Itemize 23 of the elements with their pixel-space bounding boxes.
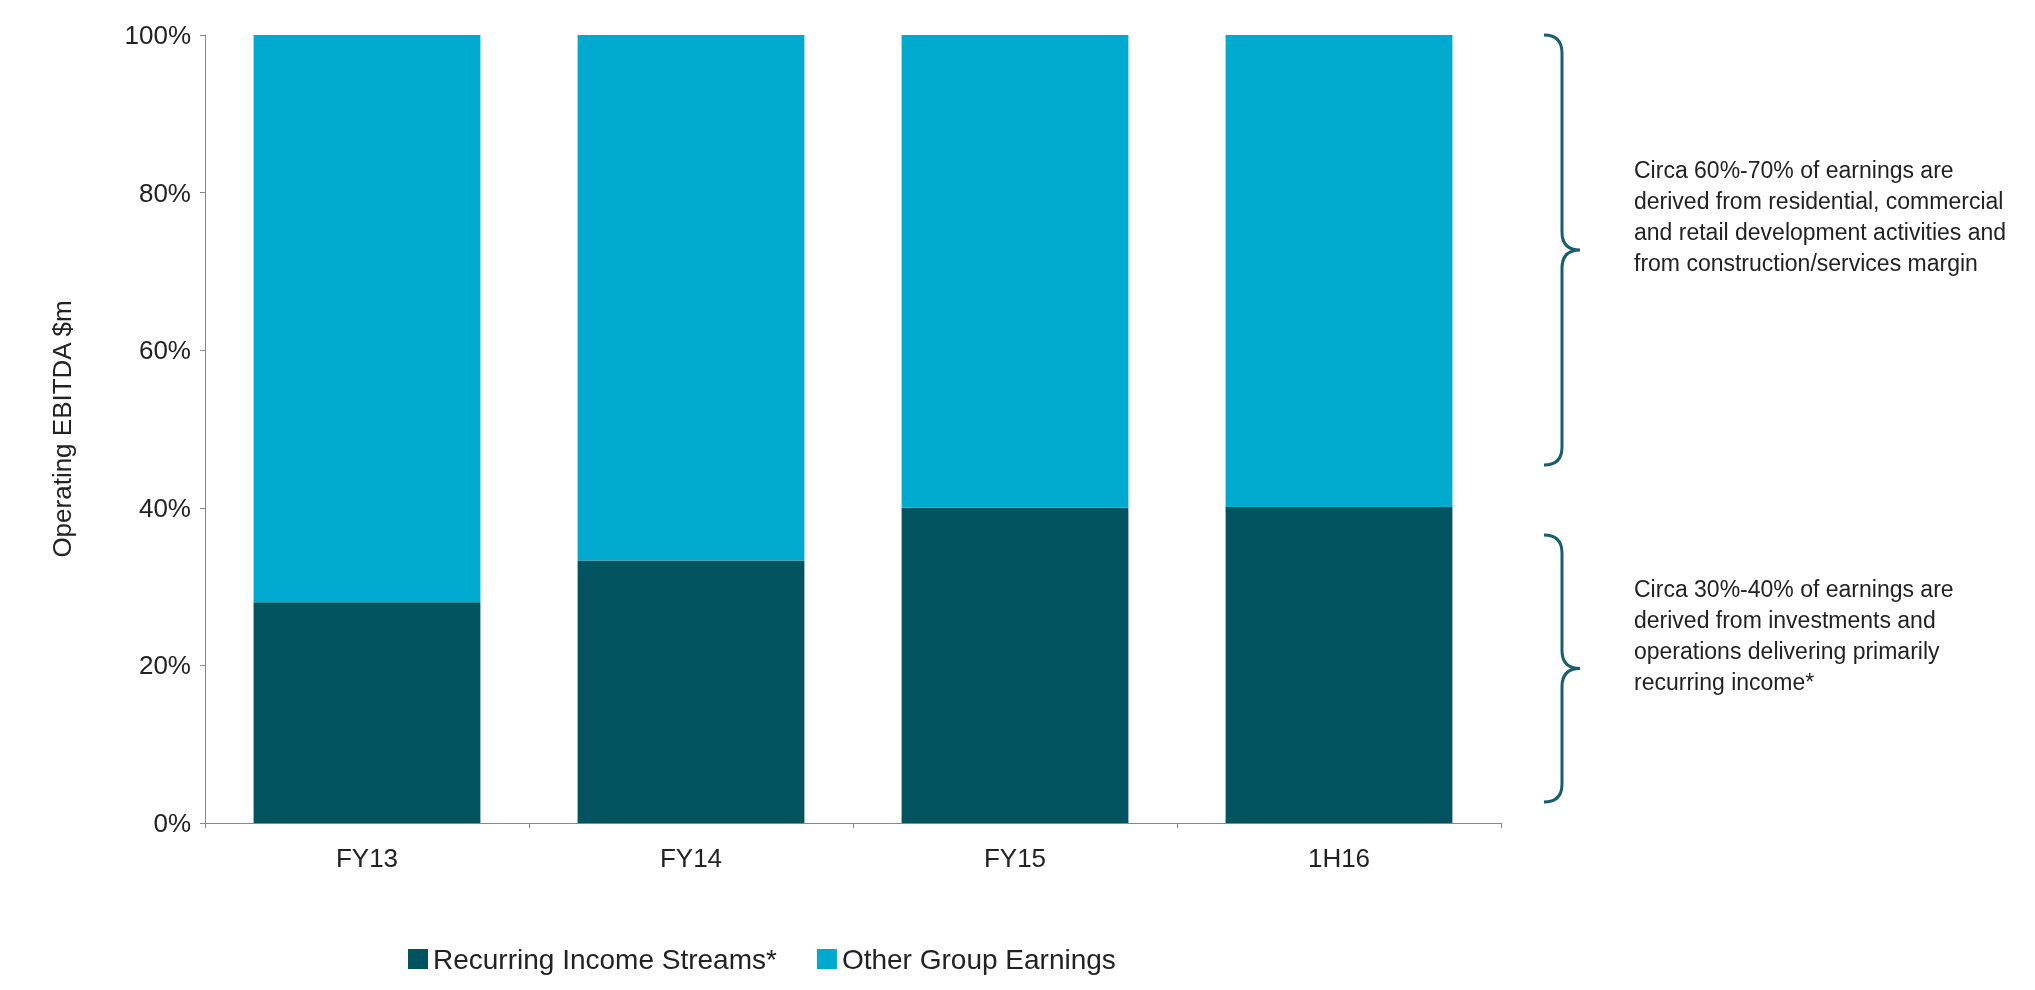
legend-label: Recurring Income Streams*: [433, 943, 778, 975]
bar: [253, 602, 481, 823]
y-tick-label: 20%: [138, 650, 191, 681]
y-axis-title: Operating EBITDA $m: [47, 300, 77, 558]
bar: [1225, 507, 1453, 823]
bar: [577, 560, 805, 823]
bar: [577, 35, 805, 561]
x-tick-label: FY15: [983, 843, 1047, 873]
legend-label: Other Group Earnings: [841, 943, 1116, 975]
bar: [901, 507, 1129, 823]
y-tick-label: 100%: [124, 20, 191, 50]
y-tick-label: 80%: [138, 177, 191, 208]
bar: [901, 35, 1129, 508]
bar: [253, 35, 481, 603]
text: Circa 30%-40% of earnings are derived from investments and operations delivering primarily recurring income*: [1634, 574, 1955, 697]
y-tick-label: 0%: [153, 808, 191, 838]
text: Circa 60%-70% of earnings are derived from residential, commercial and retail development activities and from construction/services margin: [1634, 156, 2008, 278]
bar: [1225, 35, 1453, 508]
x-tick-label: 1H16: [1307, 843, 1371, 873]
x-tick-label: FY14: [659, 843, 723, 873]
y-tick-label: 40%: [138, 492, 191, 523]
x-tick-label: FY13: [335, 843, 399, 873]
y-tick-label: 60%: [138, 335, 191, 366]
